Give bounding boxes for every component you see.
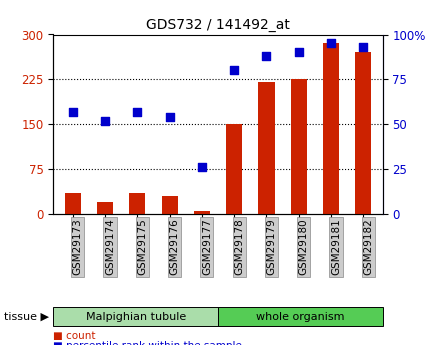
Bar <box>291 79 307 214</box>
Text: ■ count: ■ count <box>53 332 96 341</box>
Text: GSM29174: GSM29174 <box>105 218 115 275</box>
Bar <box>97 202 113 214</box>
Bar <box>259 82 275 214</box>
Text: GSM29180: GSM29180 <box>299 218 309 275</box>
Bar <box>129 193 146 214</box>
Bar <box>162 196 178 214</box>
Text: ■ percentile rank within the sample: ■ percentile rank within the sample <box>53 341 242 345</box>
Bar <box>323 43 339 214</box>
Text: GSM29175: GSM29175 <box>138 218 147 275</box>
Text: tissue ▶: tissue ▶ <box>4 312 49 322</box>
Text: GSM29182: GSM29182 <box>363 218 373 275</box>
Text: GSM29177: GSM29177 <box>202 218 212 275</box>
Point <box>134 109 141 115</box>
Bar <box>226 124 242 214</box>
Point <box>231 68 238 73</box>
Text: Malpighian tubule: Malpighian tubule <box>85 312 186 322</box>
Text: whole organism: whole organism <box>256 312 344 322</box>
Text: GSM29178: GSM29178 <box>234 218 244 275</box>
Bar <box>65 193 81 214</box>
Point <box>295 50 302 55</box>
Bar <box>194 211 210 214</box>
Bar <box>355 52 372 214</box>
Point <box>360 44 367 50</box>
Point <box>166 114 173 120</box>
Text: GSM29179: GSM29179 <box>267 218 276 275</box>
Text: GSM29173: GSM29173 <box>73 218 83 275</box>
Text: GSM29176: GSM29176 <box>170 218 180 275</box>
Point <box>328 41 335 46</box>
Point <box>263 53 270 59</box>
Text: GSM29181: GSM29181 <box>331 218 341 275</box>
Point <box>101 118 109 124</box>
Title: GDS732 / 141492_at: GDS732 / 141492_at <box>146 18 290 32</box>
Point <box>198 165 206 170</box>
Point <box>69 109 77 115</box>
